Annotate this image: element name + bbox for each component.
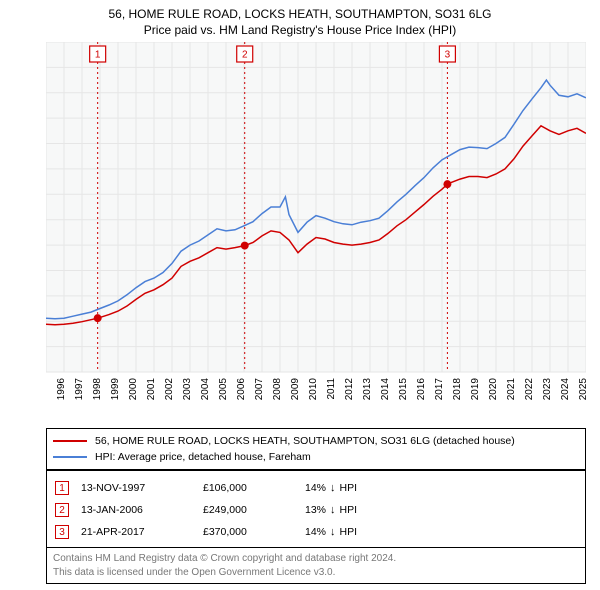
event-delta-vs: HPI xyxy=(340,482,358,494)
x-tick-label: 2011 xyxy=(326,378,337,400)
x-tick-label: 2010 xyxy=(308,378,319,401)
attribution: Contains HM Land Registry data © Crown c… xyxy=(46,547,586,584)
x-tick-label: 2019 xyxy=(470,378,481,401)
event-row: 3 21-APR-2017 £370,000 14% ↓ HPI xyxy=(55,521,577,543)
event-delta-vs: HPI xyxy=(340,526,358,538)
x-tick-label: 2005 xyxy=(218,378,229,401)
x-tick-label: 2018 xyxy=(452,378,463,401)
chart-svg: £0£50K£100K£150K£200K£250K£300K£350K£400… xyxy=(46,42,586,402)
legend-swatch xyxy=(53,456,87,458)
title-line-2: Price paid vs. HM Land Registry's House … xyxy=(0,22,600,38)
chart: £0£50K£100K£150K£200K£250K£300K£350K£400… xyxy=(46,42,586,402)
event-marker-dot xyxy=(443,180,451,188)
event-delta-pct: 13% xyxy=(305,504,326,516)
x-tick-label: 2008 xyxy=(272,378,283,401)
x-tick-label: 2016 xyxy=(416,378,427,401)
event-date: 21-APR-2017 xyxy=(81,526,191,538)
x-tick-label: 2012 xyxy=(344,378,355,401)
x-tick-label: 2001 xyxy=(146,378,157,401)
event-marker-icon: 2 xyxy=(55,503,69,517)
x-tick-label: 2009 xyxy=(290,378,301,401)
legend-row: 56, HOME RULE ROAD, LOCKS HEATH, SOUTHAM… xyxy=(53,433,579,449)
x-tick-label: 1997 xyxy=(74,378,85,401)
title-line-1: 56, HOME RULE ROAD, LOCKS HEATH, SOUTHAM… xyxy=(0,6,600,22)
event-delta-vs: HPI xyxy=(340,504,358,516)
event-date: 13-JAN-2006 xyxy=(81,504,191,516)
x-tick-label: 1996 xyxy=(56,378,67,401)
arrow-down-icon: ↓ xyxy=(330,504,336,516)
x-tick-label: 1995 xyxy=(46,378,49,401)
x-tick-label: 2017 xyxy=(434,378,445,401)
x-tick-label: 1998 xyxy=(92,378,103,401)
event-price: £249,000 xyxy=(203,504,293,516)
event-marker-icon: 1 xyxy=(55,481,69,495)
legend-label: HPI: Average price, detached house, Fare… xyxy=(95,451,311,463)
titles: 56, HOME RULE ROAD, LOCKS HEATH, SOUTHAM… xyxy=(0,0,600,38)
x-tick-label: 2023 xyxy=(542,378,553,401)
event-delta: 14% ↓ HPI xyxy=(305,482,357,494)
event-delta-pct: 14% xyxy=(305,526,326,538)
event-date: 13-NOV-1997 xyxy=(81,482,191,494)
attribution-line-1: Contains HM Land Registry data © Crown c… xyxy=(53,552,579,566)
x-tick-label: 2007 xyxy=(254,378,265,401)
legend: 56, HOME RULE ROAD, LOCKS HEATH, SOUTHAM… xyxy=(46,428,586,470)
x-tick-label: 2000 xyxy=(128,378,139,401)
legend-label: 56, HOME RULE ROAD, LOCKS HEATH, SOUTHAM… xyxy=(95,435,515,447)
event-marker-icon: 3 xyxy=(55,525,69,539)
x-tick-label: 2015 xyxy=(398,378,409,401)
event-price: £106,000 xyxy=(203,482,293,494)
event-delta: 14% ↓ HPI xyxy=(305,526,357,538)
event-marker-dot xyxy=(94,314,102,322)
legend-swatch xyxy=(53,440,87,442)
x-tick-label: 2021 xyxy=(506,378,517,401)
event-marker-number: 3 xyxy=(445,50,451,61)
event-row: 1 13-NOV-1997 £106,000 14% ↓ HPI xyxy=(55,477,577,499)
x-tick-label: 2004 xyxy=(200,378,211,401)
x-tick-label: 2022 xyxy=(524,378,535,401)
x-tick-label: 2013 xyxy=(362,378,373,401)
x-tick-label: 2003 xyxy=(182,378,193,401)
x-tick-label: 2020 xyxy=(488,378,499,401)
event-marker-number: 2 xyxy=(242,50,248,61)
event-row: 2 13-JAN-2006 £249,000 13% ↓ HPI xyxy=(55,499,577,521)
x-tick-label: 2006 xyxy=(236,378,247,401)
x-tick-label: 2014 xyxy=(380,378,391,401)
arrow-down-icon: ↓ xyxy=(330,482,336,494)
x-tick-label: 2024 xyxy=(560,378,571,401)
x-tick-label: 1999 xyxy=(110,378,121,401)
event-marker-number: 1 xyxy=(95,50,101,61)
legend-row: HPI: Average price, detached house, Fare… xyxy=(53,449,579,465)
event-price: £370,000 xyxy=(203,526,293,538)
x-tick-label: 2002 xyxy=(164,378,175,401)
event-delta-pct: 14% xyxy=(305,482,326,494)
event-marker-dot xyxy=(241,242,249,250)
x-tick-label: 2025 xyxy=(578,378,586,401)
event-delta: 13% ↓ HPI xyxy=(305,504,357,516)
chart-container: 56, HOME RULE ROAD, LOCKS HEATH, SOUTHAM… xyxy=(0,0,600,590)
event-table: 1 13-NOV-1997 £106,000 14% ↓ HPI 2 13-JAN-2006 £… xyxy=(46,470,586,550)
attribution-line-2: This data is licensed under the Open Gov… xyxy=(53,566,579,580)
arrow-down-icon: ↓ xyxy=(330,526,336,538)
